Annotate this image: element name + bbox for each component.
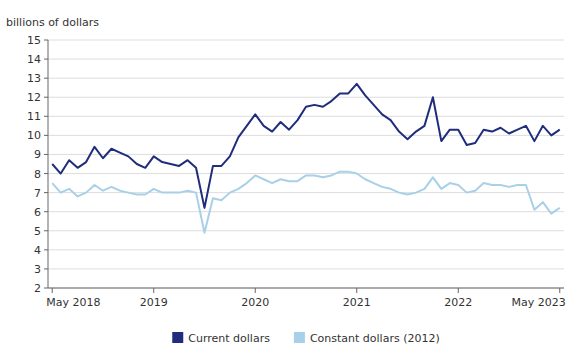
y-tick-label: 8: [34, 168, 41, 181]
y-tick: [44, 288, 48, 289]
y-tick-label: 13: [27, 72, 41, 85]
grid-line: [48, 249, 564, 250]
legend-item: Constant dollars (2012): [294, 332, 440, 345]
grid-line: [48, 135, 564, 136]
legend: Current dollars Constant dollars (2012): [172, 332, 439, 345]
grid-line: [48, 268, 564, 269]
y-tick: [44, 268, 48, 269]
chart: 2 3 4 5 6 7 8 9 10 11 12 13 14 15 May 2018 2019 2020 2021…: [0, 0, 580, 360]
y-tick-label: 2: [34, 282, 41, 295]
y-axis-label: billions of dollars: [6, 16, 99, 29]
x-tick: [255, 288, 256, 293]
lines: [52, 84, 560, 233]
y-tick-label: 14: [27, 53, 41, 66]
legend-label: Current dollars: [188, 332, 270, 345]
y-tick-label: 4: [34, 244, 41, 257]
y-tick: [44, 173, 48, 174]
y-tick-label: 10: [27, 129, 41, 142]
y-tick: [44, 40, 48, 41]
legend-swatch: [172, 332, 183, 343]
x-tick: [52, 288, 53, 293]
grid-line: [48, 116, 564, 117]
x-axis: [48, 288, 564, 289]
y-tick-label: 3: [34, 263, 41, 276]
grid-line: [48, 211, 564, 212]
y-tick-label: 15: [27, 34, 41, 47]
y-axis: [48, 40, 49, 288]
x-tick: [559, 288, 560, 293]
y-tick: [44, 135, 48, 136]
y-tick: [44, 116, 48, 117]
x-tick-label: 2021: [343, 296, 371, 309]
y-tick-label: 11: [27, 110, 41, 123]
x-tick: [356, 288, 357, 293]
y-tick: [44, 230, 48, 231]
grid-line: [48, 59, 564, 60]
y-tick-label: 9: [34, 148, 41, 161]
y-tick-label: 7: [34, 187, 41, 200]
grid-line: [48, 173, 564, 174]
x-tick-label: May 2018: [46, 296, 100, 309]
x-tick-label: May 2023: [512, 296, 566, 309]
legend-item: Current dollars: [172, 332, 270, 345]
x-tick: [458, 288, 459, 293]
y-tick-label: 5: [34, 225, 41, 238]
y-tick: [44, 154, 48, 155]
y-tick: [44, 192, 48, 193]
grid: [48, 40, 564, 288]
x-tick-label: 2020: [241, 296, 269, 309]
y-tick: [44, 78, 48, 79]
x-tick-label: 2019: [140, 296, 168, 309]
y-tick: [44, 97, 48, 98]
line: [52, 172, 560, 233]
legend-label: Constant dollars (2012): [310, 332, 440, 345]
x-tick: [153, 288, 154, 293]
y-tick: [44, 211, 48, 212]
y-tick: [44, 249, 48, 250]
y-tick: [44, 59, 48, 60]
grid-line: [48, 97, 564, 98]
grid-line: [48, 40, 564, 41]
grid-line: [48, 78, 564, 79]
grid-line: [48, 288, 564, 289]
line: [52, 84, 560, 208]
y-tick-label: 12: [27, 91, 41, 104]
y-tick-label: 6: [34, 206, 41, 219]
legend-swatch: [294, 332, 305, 343]
x-tick-label: 2022: [444, 296, 472, 309]
grid-line: [48, 230, 564, 231]
